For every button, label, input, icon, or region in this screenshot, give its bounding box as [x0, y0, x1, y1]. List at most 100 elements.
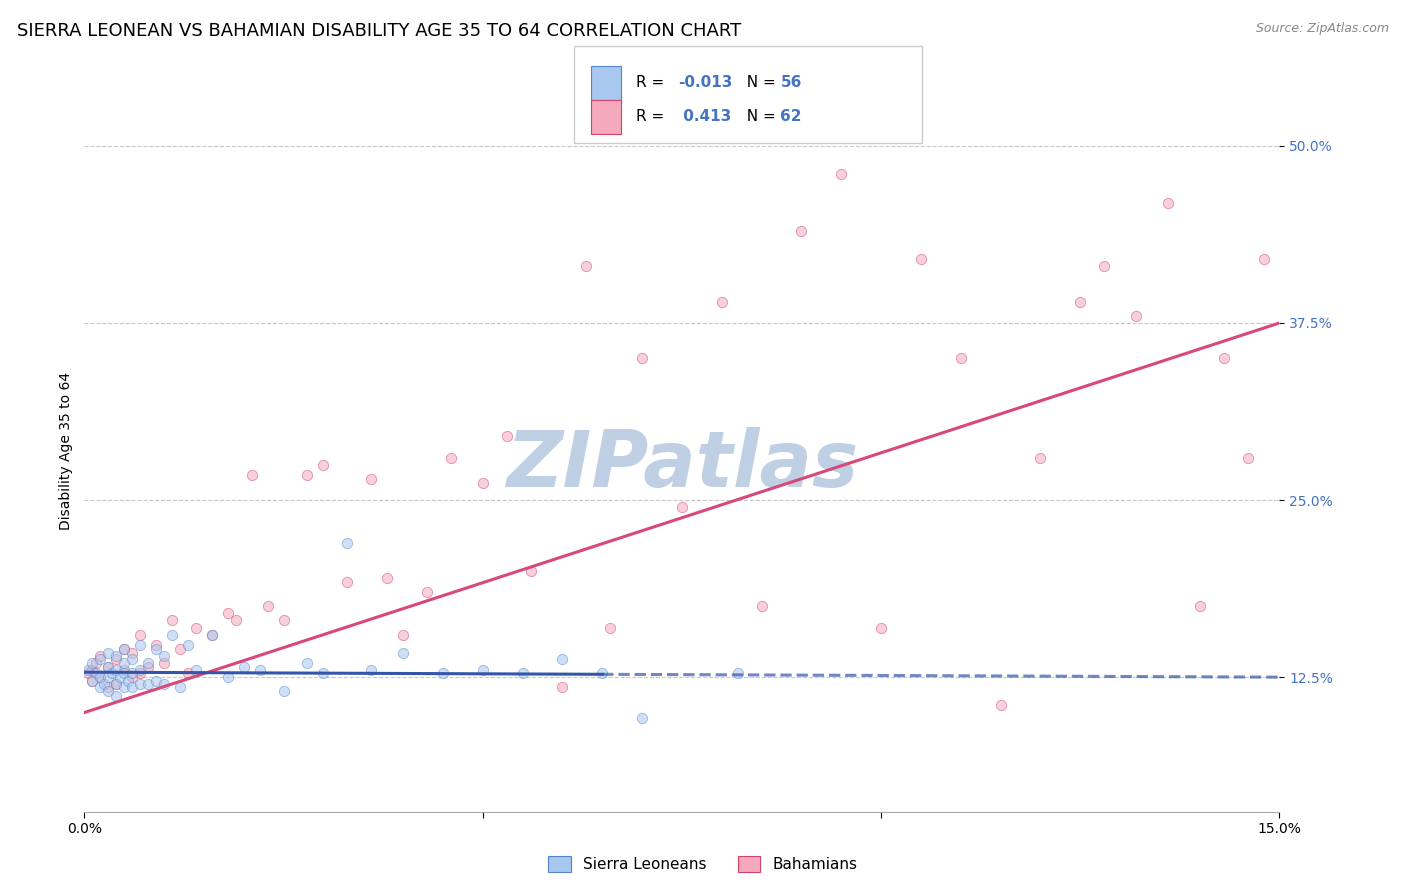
Point [112, 665, 135, 680]
Point [1188, 599, 1211, 614]
Point [225, 614, 247, 628]
Point [136, 677, 159, 691]
Point [169, 641, 191, 656]
Point [1157, 195, 1180, 210]
Point [112, 641, 135, 656]
Point [201, 627, 224, 641]
Text: Source: ZipAtlas.com: Source: ZipAtlas.com [1256, 22, 1389, 36]
Point [273, 684, 295, 698]
Point [112, 663, 135, 677]
Point [440, 450, 463, 465]
Point [551, 680, 574, 694]
Point [117, 674, 139, 689]
Point [273, 614, 295, 628]
Legend: Sierra Leoneans, Bahamians: Sierra Leoneans, Bahamians [541, 848, 865, 880]
Point [89, 670, 111, 684]
Point [121, 651, 143, 665]
Point [105, 648, 128, 663]
Point [184, 621, 207, 635]
Point [97, 660, 120, 674]
Point [105, 651, 128, 665]
Point [910, 252, 932, 267]
Point [1125, 309, 1147, 323]
Point [153, 656, 176, 670]
Point [949, 351, 972, 366]
Point [89, 670, 111, 684]
Point [312, 665, 335, 680]
Point [1253, 252, 1275, 267]
Point [97, 670, 120, 684]
Point [77, 665, 100, 680]
Point [93, 677, 115, 691]
Point [1212, 351, 1234, 366]
Point [169, 680, 191, 694]
Point [471, 663, 494, 677]
Point [727, 665, 749, 680]
Point [105, 663, 128, 677]
Point [121, 680, 143, 694]
Point [129, 663, 152, 677]
Point [129, 627, 152, 641]
Point [232, 660, 254, 674]
Point [471, 476, 494, 491]
Point [82, 656, 104, 670]
Text: SIERRA LEONEAN VS BAHAMIAN DISABILITY AGE 35 TO 64 CORRELATION CHART: SIERRA LEONEAN VS BAHAMIAN DISABILITY AG… [17, 22, 741, 40]
Point [97, 684, 120, 698]
Point [129, 665, 152, 680]
Point [297, 467, 319, 482]
Point [360, 663, 382, 677]
Point [97, 646, 120, 660]
Point [392, 646, 415, 660]
Point [1029, 450, 1052, 465]
Point [575, 260, 598, 274]
Text: ZIPatlas: ZIPatlas [506, 427, 858, 503]
Point [77, 663, 100, 677]
Point [82, 663, 104, 677]
Point [105, 677, 128, 691]
Text: N =: N = [737, 110, 780, 124]
Point [136, 656, 159, 670]
Point [121, 665, 143, 680]
Point [830, 167, 852, 181]
Point [145, 638, 167, 652]
Point [375, 571, 398, 585]
Point [249, 663, 271, 677]
Point [360, 472, 382, 486]
Point [312, 458, 335, 472]
Point [1069, 294, 1091, 309]
Text: 0.413: 0.413 [678, 110, 731, 124]
Point [336, 535, 359, 549]
Point [1236, 450, 1258, 465]
Text: -0.013: -0.013 [678, 76, 733, 90]
Point [177, 638, 200, 652]
Point [121, 670, 143, 684]
Point [671, 500, 693, 515]
Point [432, 665, 454, 680]
Point [89, 651, 111, 665]
Point [105, 689, 128, 703]
Point [110, 670, 132, 684]
Point [129, 638, 152, 652]
Point [105, 677, 128, 691]
Point [519, 564, 541, 578]
Text: R =: R = [636, 110, 669, 124]
Point [177, 665, 200, 680]
Point [136, 660, 159, 674]
Point [82, 674, 104, 689]
Point [82, 674, 104, 689]
Point [112, 656, 135, 670]
Point [112, 641, 135, 656]
Point [416, 585, 439, 599]
Point [184, 663, 207, 677]
Point [86, 656, 108, 670]
Point [97, 680, 120, 694]
Point [631, 351, 654, 366]
Point [129, 677, 152, 691]
Y-axis label: Disability Age 35 to 64: Disability Age 35 to 64 [59, 371, 73, 530]
Point [870, 621, 893, 635]
Point [160, 627, 183, 641]
Point [392, 627, 415, 641]
Point [631, 711, 654, 725]
Point [336, 575, 359, 590]
Text: N =: N = [737, 76, 780, 90]
